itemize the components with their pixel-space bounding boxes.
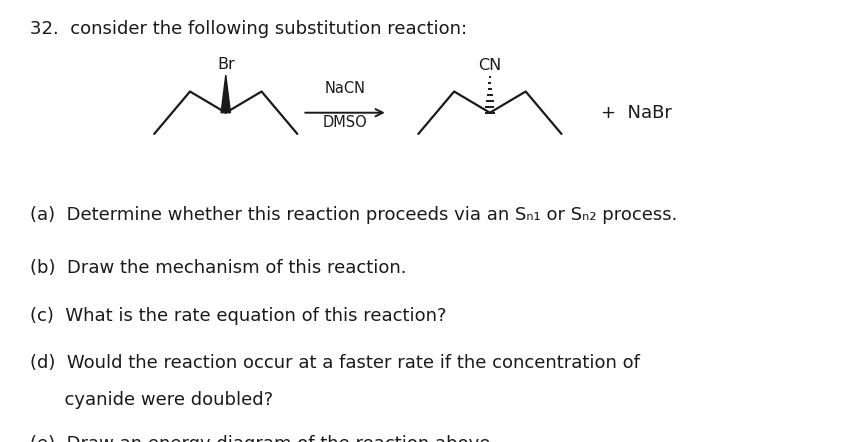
Text: (d)  Would the reaction occur at a faster rate if the concentration of: (d) Would the reaction occur at a faster… [30,354,640,372]
Text: (e)  Draw an energy diagram of the reaction above.: (e) Draw an energy diagram of the reacti… [30,435,496,442]
Text: 32.  consider the following substitution reaction:: 32. consider the following substitution … [30,20,467,38]
Text: +  NaBr: + NaBr [601,104,671,122]
Text: DMSO: DMSO [323,115,367,130]
Text: (b)  Draw the mechanism of this reaction.: (b) Draw the mechanism of this reaction. [30,259,406,277]
Text: NaCN: NaCN [325,81,366,96]
Text: Br: Br [217,57,234,72]
Text: cyanide were doubled?: cyanide were doubled? [30,391,273,409]
Text: (c)  What is the rate equation of this reaction?: (c) What is the rate equation of this re… [30,307,446,325]
Text: (a)  Determine whether this reaction proceeds via an Sₙ₁ or Sₙ₂ process.: (a) Determine whether this reaction proc… [30,206,677,224]
Polygon shape [222,75,230,113]
Text: CN: CN [478,58,502,73]
